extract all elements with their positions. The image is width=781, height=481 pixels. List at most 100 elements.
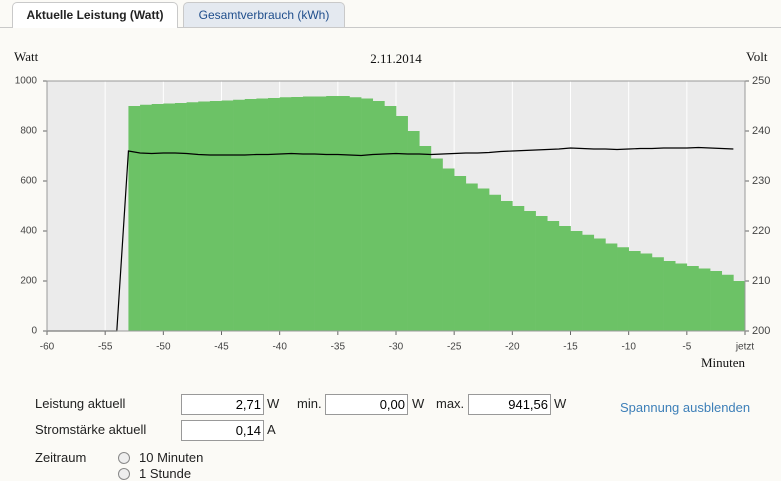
chart: 2.11.2014 Watt Volt Minuten -60 -55 -50 -45… xyxy=(14,49,770,370)
bar xyxy=(523,211,536,331)
bar xyxy=(221,100,234,331)
label: Stromstärke aktuell xyxy=(35,422,147,437)
bar xyxy=(733,281,746,331)
bar xyxy=(396,116,408,331)
unit: W xyxy=(267,396,280,411)
bar xyxy=(279,97,292,331)
bar xyxy=(710,271,723,331)
value-field: 2,71 xyxy=(181,394,264,415)
y-axis-label: Watt xyxy=(14,49,39,64)
y2-tick-label: 220 xyxy=(752,225,770,237)
unit: A xyxy=(267,422,276,437)
radio-label[interactable]: 1 Stunde xyxy=(139,466,192,481)
y-tick-label: 600 xyxy=(20,176,37,187)
bar xyxy=(477,188,490,331)
toggle-link[interactable]: Spannung ausblenden xyxy=(620,400,751,415)
bar xyxy=(675,263,688,331)
y-tick-label: 400 xyxy=(20,226,37,237)
plot-border xyxy=(46,80,746,332)
label: Leistung aktuell xyxy=(35,396,126,411)
x-tick-label: jetzt xyxy=(735,342,755,353)
bar xyxy=(361,98,374,331)
bar xyxy=(302,96,315,331)
value-field: 0,00 xyxy=(325,394,408,415)
y-tick-label: 0 xyxy=(31,326,37,337)
y-tick-label: 800 xyxy=(20,126,37,137)
bar xyxy=(419,146,432,331)
x-tick-label: -30 xyxy=(389,342,404,353)
x-tick-label: -20 xyxy=(505,342,520,353)
y2-tick-label: 250 xyxy=(752,75,770,87)
x-tick-label: -40 xyxy=(272,342,287,353)
radio[interactable] xyxy=(118,468,130,480)
bar xyxy=(430,158,443,331)
bar xyxy=(512,206,525,331)
bar xyxy=(605,243,618,331)
value-field: 0,14 xyxy=(181,420,264,441)
bar xyxy=(233,99,246,331)
chart-title: 2.11.2014 xyxy=(370,51,422,66)
tab-bar xyxy=(0,27,781,28)
bar xyxy=(558,226,571,331)
bar xyxy=(465,183,478,331)
bar xyxy=(384,106,397,331)
radio-label[interactable]: 10 Minuten xyxy=(139,450,204,465)
bar xyxy=(268,98,280,331)
bar xyxy=(721,274,734,331)
unit: W xyxy=(554,396,567,411)
bar xyxy=(186,102,199,331)
value-field: 941,56 xyxy=(468,394,551,415)
bar xyxy=(628,251,641,331)
x-tick-label: -45 xyxy=(214,342,229,353)
bar xyxy=(535,216,548,331)
x-tick-label: -55 xyxy=(98,342,113,353)
bar xyxy=(442,168,455,331)
bar xyxy=(651,257,664,331)
bar xyxy=(244,99,257,331)
unit: W xyxy=(412,396,425,411)
bar xyxy=(547,221,560,331)
bar xyxy=(151,104,164,331)
x-tick-label: -60 xyxy=(40,342,55,353)
y2-tick-label: 230 xyxy=(752,175,770,187)
bar xyxy=(407,131,420,331)
label: Zeitraum xyxy=(35,450,87,465)
y2-tick-label: 200 xyxy=(752,325,770,337)
y2-tick-label: 240 xyxy=(752,125,770,137)
label: min. xyxy=(297,396,322,411)
bar xyxy=(372,101,385,331)
y-tick-label: 1000 xyxy=(15,76,38,87)
bar xyxy=(256,98,269,331)
y2-tick-label: 210 xyxy=(752,275,770,287)
label: max. xyxy=(436,396,465,411)
bar xyxy=(663,261,676,331)
x-tick-label: -15 xyxy=(563,342,578,353)
radio[interactable] xyxy=(118,452,130,464)
bar xyxy=(140,104,152,331)
bar xyxy=(163,103,176,331)
bar xyxy=(454,176,467,331)
bar xyxy=(174,103,187,331)
x-axis-label: Minuten xyxy=(701,355,746,370)
bar xyxy=(582,234,595,331)
bar xyxy=(686,266,699,331)
bar xyxy=(128,106,141,331)
y2-axis-label: Volt xyxy=(746,49,768,64)
bar xyxy=(593,238,606,331)
bar xyxy=(698,268,711,331)
bar xyxy=(337,96,350,331)
bar xyxy=(489,194,501,331)
bar xyxy=(326,96,339,331)
line xyxy=(47,146,734,332)
y-tick-label: 200 xyxy=(20,276,37,287)
bar xyxy=(500,201,513,331)
tab[interactable]: Gesamtverbrauch (kWh) xyxy=(183,2,345,27)
bar xyxy=(314,96,327,331)
bar xyxy=(640,253,653,331)
bar xyxy=(291,97,304,331)
tab[interactable]: Aktuelle Leistung (Watt) xyxy=(12,2,178,28)
bar xyxy=(198,101,211,331)
x-tick-label: -50 xyxy=(156,342,171,353)
bar xyxy=(349,97,362,331)
